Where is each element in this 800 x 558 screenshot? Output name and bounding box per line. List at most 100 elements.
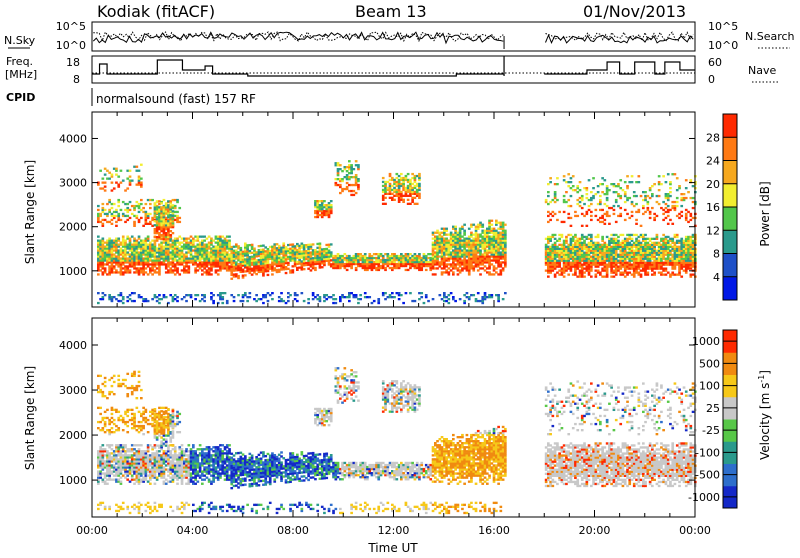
power-cell	[604, 248, 607, 250]
power-cell	[111, 255, 114, 257]
power-cell	[384, 181, 387, 183]
power-cell	[565, 270, 568, 272]
noise-left-tick-top: 10^5	[56, 20, 86, 33]
power-cell	[178, 257, 181, 259]
power-cell	[169, 230, 172, 232]
power-cell	[126, 236, 129, 238]
power-cell	[409, 292, 412, 294]
power-cell	[190, 236, 193, 238]
power-cell	[106, 263, 109, 265]
power-cell	[185, 251, 188, 253]
power-cell	[377, 298, 380, 300]
power-cell	[631, 201, 634, 203]
power-cell	[312, 263, 315, 265]
power-cell	[493, 265, 496, 267]
power-cell	[122, 271, 125, 273]
power-cell	[613, 213, 616, 215]
power-cell	[208, 259, 211, 261]
power-cell	[586, 225, 589, 227]
power-cell	[662, 219, 665, 221]
power-cell	[491, 220, 494, 222]
power-cell	[443, 300, 446, 302]
power-cell	[400, 195, 403, 197]
power-cell	[178, 249, 181, 251]
power-cell	[244, 250, 247, 252]
power-cell	[644, 197, 647, 199]
power-cell	[233, 262, 236, 264]
power-cell	[221, 259, 224, 261]
power-cell	[145, 253, 148, 255]
power-cell	[285, 250, 288, 252]
power-cell	[249, 250, 252, 252]
velocity-cell	[97, 454, 100, 456]
power-cell	[251, 248, 254, 250]
power-cell	[459, 228, 462, 230]
power-cell	[319, 262, 322, 264]
power-cell	[192, 246, 195, 248]
power-cell	[604, 179, 607, 181]
power-cell	[147, 238, 150, 240]
power-cell	[554, 256, 557, 258]
power-cell	[658, 175, 661, 177]
power-cell	[495, 267, 498, 269]
power-cell	[491, 263, 494, 265]
power-cell	[565, 242, 568, 244]
power-cell	[219, 238, 222, 240]
power-cell	[436, 232, 439, 234]
power-cell	[230, 248, 233, 250]
power-cell	[628, 272, 631, 274]
power-cell	[635, 270, 638, 272]
power-cell	[488, 222, 491, 224]
power-cell	[459, 246, 462, 248]
power-cell	[454, 238, 457, 240]
power-cell	[692, 201, 695, 203]
power-cell	[665, 193, 668, 195]
power-cell	[500, 273, 503, 275]
velocity-cell	[102, 472, 105, 474]
power-cell	[230, 268, 233, 270]
power-cell	[230, 294, 233, 296]
power-cell	[592, 187, 595, 189]
power-cell	[466, 292, 469, 294]
power-cell	[592, 177, 595, 179]
power-cell	[278, 265, 281, 267]
power-cell	[606, 270, 609, 272]
power-cell	[502, 222, 505, 224]
power-cell	[350, 172, 353, 174]
power-cell	[441, 263, 444, 265]
power-cell	[563, 221, 566, 223]
power-cell	[158, 232, 161, 234]
power-cell	[588, 272, 591, 274]
power-cell	[680, 254, 683, 256]
power-cell	[488, 296, 491, 298]
power-cells	[97, 160, 697, 304]
power-cell	[414, 267, 417, 269]
power-cell	[590, 203, 593, 205]
power-cell	[151, 244, 154, 246]
power-cell	[122, 244, 125, 246]
power-cell	[337, 172, 340, 174]
power-cell	[576, 268, 579, 270]
power-cell	[647, 207, 650, 209]
velocity-cell	[102, 393, 105, 395]
power-cell	[212, 246, 215, 248]
power-cell	[133, 215, 136, 217]
power-cell	[601, 236, 604, 238]
power-cell	[667, 197, 670, 199]
power-cell	[484, 230, 487, 232]
power-cell	[653, 256, 656, 258]
power-cell	[500, 236, 503, 238]
power-cell	[244, 258, 247, 260]
velocity-cell	[97, 456, 100, 458]
power-cell	[635, 211, 638, 213]
power-cell	[133, 249, 136, 251]
power-cell	[432, 242, 435, 244]
power-cell	[357, 168, 360, 170]
power-cell	[454, 263, 457, 265]
power-cell	[606, 197, 609, 199]
power-cell	[357, 302, 360, 304]
power-cell	[400, 197, 403, 199]
power-cell	[160, 210, 163, 212]
power-cell	[452, 240, 455, 242]
y-tick-label: 3000	[59, 177, 87, 190]
